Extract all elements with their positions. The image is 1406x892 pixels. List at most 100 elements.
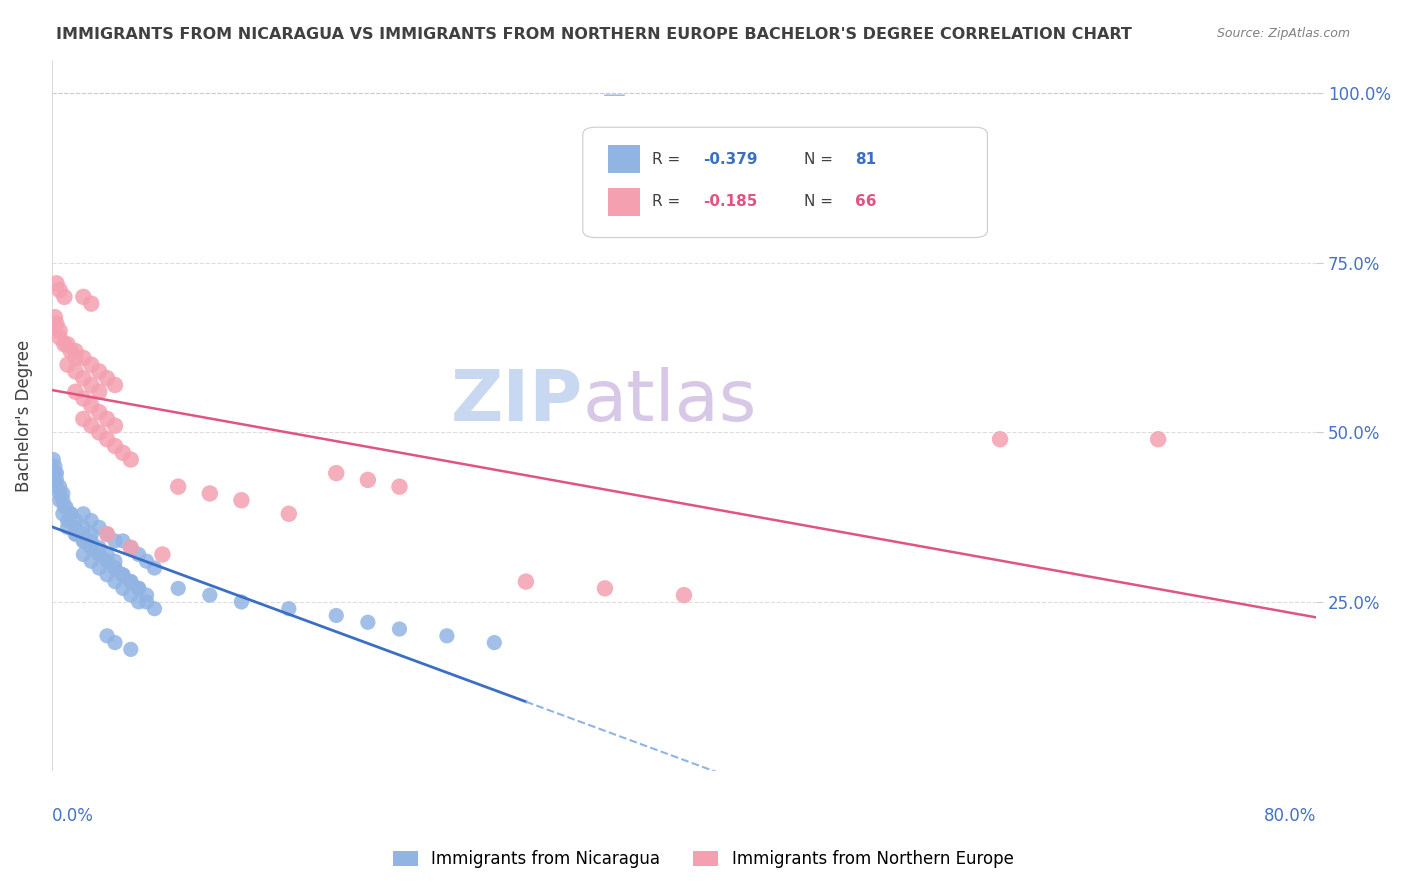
- Point: [89, 541, 111, 555]
- Text: IMMIGRANTS FROM NICARAGUA VS IMMIGRANTS FROM NORTHERN EUROPE BACHELOR'S DEGREE C: IMMIGRANTS FROM NICARAGUA VS IMMIGRANTS …: [56, 27, 1132, 42]
- Text: ZIP: ZIP: [450, 367, 583, 436]
- Point: [135, 588, 157, 602]
- Point: [593, 582, 616, 596]
- Point: [231, 595, 253, 609]
- Point: [988, 432, 1011, 446]
- Point: [96, 567, 118, 582]
- Point: [44, 310, 66, 325]
- Point: [80, 398, 103, 412]
- Point: [89, 405, 111, 419]
- Point: [89, 425, 111, 440]
- Point: [111, 567, 134, 582]
- Text: N =: N =: [804, 194, 838, 210]
- Point: [96, 554, 118, 568]
- Point: [436, 629, 458, 643]
- Point: [120, 541, 142, 555]
- Point: [128, 582, 150, 596]
- Point: [55, 500, 77, 514]
- Point: [72, 351, 94, 365]
- FancyBboxPatch shape: [609, 187, 640, 216]
- Text: 80.0%: 80.0%: [1264, 807, 1316, 825]
- Point: [80, 514, 103, 528]
- Point: [128, 582, 150, 596]
- Point: [56, 337, 79, 351]
- Point: [65, 384, 87, 399]
- Point: [80, 541, 103, 555]
- Point: [104, 635, 127, 649]
- Point: [104, 554, 127, 568]
- Point: [143, 561, 166, 575]
- Point: [48, 493, 70, 508]
- Point: [128, 548, 150, 562]
- Point: [72, 548, 94, 562]
- Point: [135, 595, 157, 609]
- Point: [53, 500, 76, 514]
- Point: [45, 473, 67, 487]
- Text: atlas: atlas: [583, 367, 758, 436]
- Point: [48, 486, 70, 500]
- Point: [48, 283, 70, 297]
- Text: N =: N =: [804, 152, 838, 167]
- Point: [80, 541, 103, 555]
- Point: [1147, 432, 1170, 446]
- Point: [104, 533, 127, 548]
- Point: [120, 588, 142, 602]
- Point: [96, 412, 118, 426]
- Point: [72, 527, 94, 541]
- Point: [80, 533, 103, 548]
- Point: [120, 574, 142, 589]
- Point: [96, 432, 118, 446]
- Point: [65, 344, 87, 359]
- Point: [104, 561, 127, 575]
- Point: [72, 412, 94, 426]
- Point: [65, 520, 87, 534]
- Point: [52, 507, 75, 521]
- Point: [44, 466, 66, 480]
- Point: [45, 480, 67, 494]
- Point: [96, 527, 118, 541]
- Point: [53, 290, 76, 304]
- Point: [80, 418, 103, 433]
- Point: [45, 317, 67, 331]
- Point: [120, 452, 142, 467]
- Text: 66: 66: [855, 194, 876, 210]
- Point: [325, 466, 347, 480]
- Point: [89, 364, 111, 378]
- Point: [52, 486, 75, 500]
- Text: Source: ZipAtlas.com: Source: ZipAtlas.com: [1216, 27, 1350, 40]
- Point: [277, 507, 299, 521]
- FancyBboxPatch shape: [609, 145, 640, 173]
- Point: [198, 486, 221, 500]
- Point: [277, 601, 299, 615]
- Point: [48, 324, 70, 338]
- Point: [120, 642, 142, 657]
- Text: R =: R =: [652, 152, 686, 167]
- Point: [111, 533, 134, 548]
- Point: [72, 520, 94, 534]
- Point: [231, 493, 253, 508]
- Point: [104, 561, 127, 575]
- Point: [52, 493, 75, 508]
- Point: [96, 371, 118, 385]
- Point: [128, 595, 150, 609]
- Point: [42, 452, 65, 467]
- Point: [72, 533, 94, 548]
- Point: [80, 527, 103, 541]
- Point: [135, 554, 157, 568]
- Point: [325, 608, 347, 623]
- Point: [96, 548, 118, 562]
- Point: [44, 459, 66, 474]
- Point: [45, 277, 67, 291]
- Point: [198, 588, 221, 602]
- Point: [357, 473, 380, 487]
- Point: [104, 439, 127, 453]
- Legend: Immigrants from Nicaragua, Immigrants from Northern Europe: Immigrants from Nicaragua, Immigrants fr…: [385, 844, 1021, 875]
- Point: [80, 358, 103, 372]
- Point: [120, 541, 142, 555]
- Point: [72, 371, 94, 385]
- Point: [89, 520, 111, 534]
- Point: [167, 480, 190, 494]
- Point: [484, 635, 506, 649]
- Text: 0.0%: 0.0%: [52, 807, 94, 825]
- Point: [96, 554, 118, 568]
